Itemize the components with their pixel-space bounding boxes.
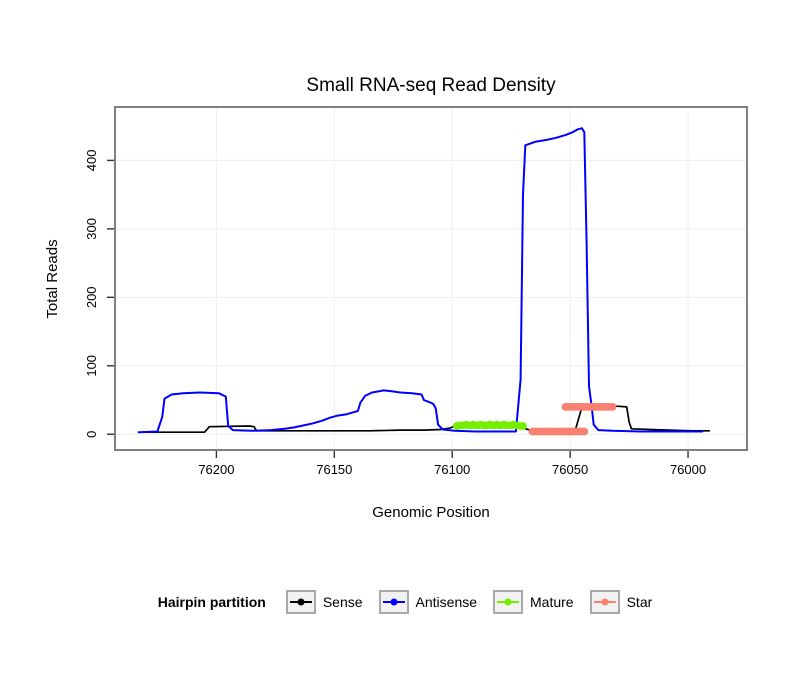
legend-title: Hairpin partition xyxy=(157,594,266,610)
x-tick-label: 76050 xyxy=(552,462,588,477)
plot-area: 76200 76150 76100 76050 76000 0 100 200 300 400 xyxy=(84,106,748,477)
series-point-mature xyxy=(519,422,527,430)
y-tick-label: 0 xyxy=(84,431,99,438)
legend-label-antisense: Antisense xyxy=(415,594,478,610)
legend-entry-mature: Mature xyxy=(493,590,574,614)
x-tick-label: 76100 xyxy=(434,462,470,477)
legend-entry-star: Star xyxy=(589,590,653,614)
series-line-antisense xyxy=(137,127,704,434)
chart-svg: Small RNA-seq Read Density Genomic Posit… xyxy=(44,75,748,521)
chart-title: Small RNA-seq Read Density xyxy=(306,75,556,96)
y-axis-label: Total Reads xyxy=(44,239,61,318)
y-tick-label: 400 xyxy=(84,150,99,172)
legend-label-mature: Mature xyxy=(530,594,574,610)
panel-border xyxy=(114,106,748,451)
x-tick-label: 76200 xyxy=(198,462,234,477)
legend-key-mature-icon xyxy=(493,590,524,614)
series-point-star xyxy=(608,403,617,411)
legend: Hairpin partition Sense Antisense Mature St… xyxy=(0,590,810,614)
legend-entries: Sense Antisense Mature Star xyxy=(285,590,653,614)
y-tick-label: 300 xyxy=(84,218,99,240)
legend-key-antisense-icon xyxy=(378,590,409,614)
y-tick-label: 100 xyxy=(84,355,99,377)
legend-label-sense: Sense xyxy=(322,594,363,610)
legend-entry-sense: Sense xyxy=(285,590,363,614)
y-tick-label: 200 xyxy=(84,286,99,308)
legend-key-star-icon xyxy=(589,590,620,614)
x-axis-label: Genomic Position xyxy=(372,504,490,521)
x-tick-label: 76000 xyxy=(670,462,706,477)
legend-entry-antisense: Antisense xyxy=(378,590,478,614)
x-tick-label: 76150 xyxy=(316,462,352,477)
legend-label-star: Star xyxy=(626,594,653,610)
legend-key-sense-icon xyxy=(285,590,316,614)
series-point-star xyxy=(580,427,589,436)
